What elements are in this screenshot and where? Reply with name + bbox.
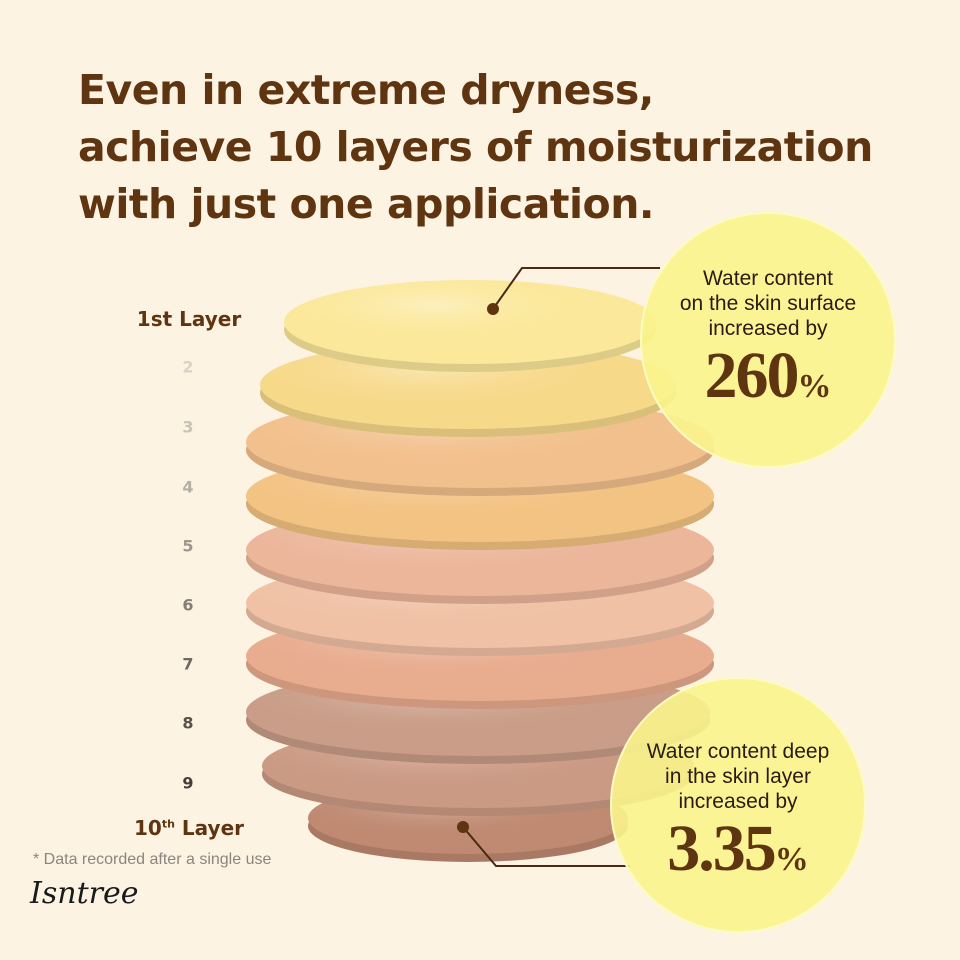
layer-disc-highlight-1: [284, 280, 656, 364]
deep-unit: %: [774, 841, 809, 878]
connector-top: [487, 267, 660, 315]
layer-label-7: 7: [182, 654, 194, 674]
layer-label-2: 2: [182, 357, 194, 377]
layer-label-1: 1st Layer: [136, 307, 242, 331]
layer-label-9: 9: [182, 773, 194, 793]
brand-logo: Isntree: [30, 876, 139, 911]
surface-unit: %: [797, 368, 832, 405]
callout-deep-line-2: in the skin layer: [665, 765, 811, 788]
callout-surface-line-2: on the skin surface: [679, 292, 857, 315]
layer-label-3: 3: [182, 417, 194, 437]
callout-surface-line-3: increased by: [708, 317, 828, 340]
layer-label-8: 8: [182, 713, 194, 733]
layer-label-10: 10th Layer: [134, 816, 244, 840]
layer-label-4: 4: [182, 477, 194, 497]
connector-bottom: [457, 821, 630, 867]
headline-line-3: with just one application.: [78, 180, 654, 228]
layer-10-suffix: th: [161, 817, 175, 831]
headline-line-1: Even in extreme dryness,: [78, 66, 654, 114]
callout-surface-line-1: Water content: [703, 267, 833, 290]
layer-10-word: Layer: [174, 816, 244, 840]
deep-value: 3.35: [667, 812, 776, 885]
layer-10-number: 10: [134, 816, 162, 840]
callout-surface: Water content on the skin surface increa…: [640, 212, 896, 468]
headline-line-2: achieve 10 layers of moisturization: [78, 123, 873, 171]
callout-surface-value: 260%: [642, 341, 894, 422]
callout-deep: Water content deep in the skin layer inc…: [610, 677, 866, 933]
footnote: * Data recorded after a single use: [33, 851, 272, 868]
layer-label-5: 5: [182, 536, 194, 556]
callout-deep-line-3: increased by: [678, 790, 798, 813]
headline: Even in extreme dryness, achieve 10 laye…: [78, 62, 873, 233]
callout-deep-value: 3.35%: [612, 814, 864, 895]
layer-label-6: 6: [182, 595, 194, 615]
surface-value: 260: [704, 339, 800, 412]
callout-deep-line-1: Water content deep: [646, 740, 830, 763]
